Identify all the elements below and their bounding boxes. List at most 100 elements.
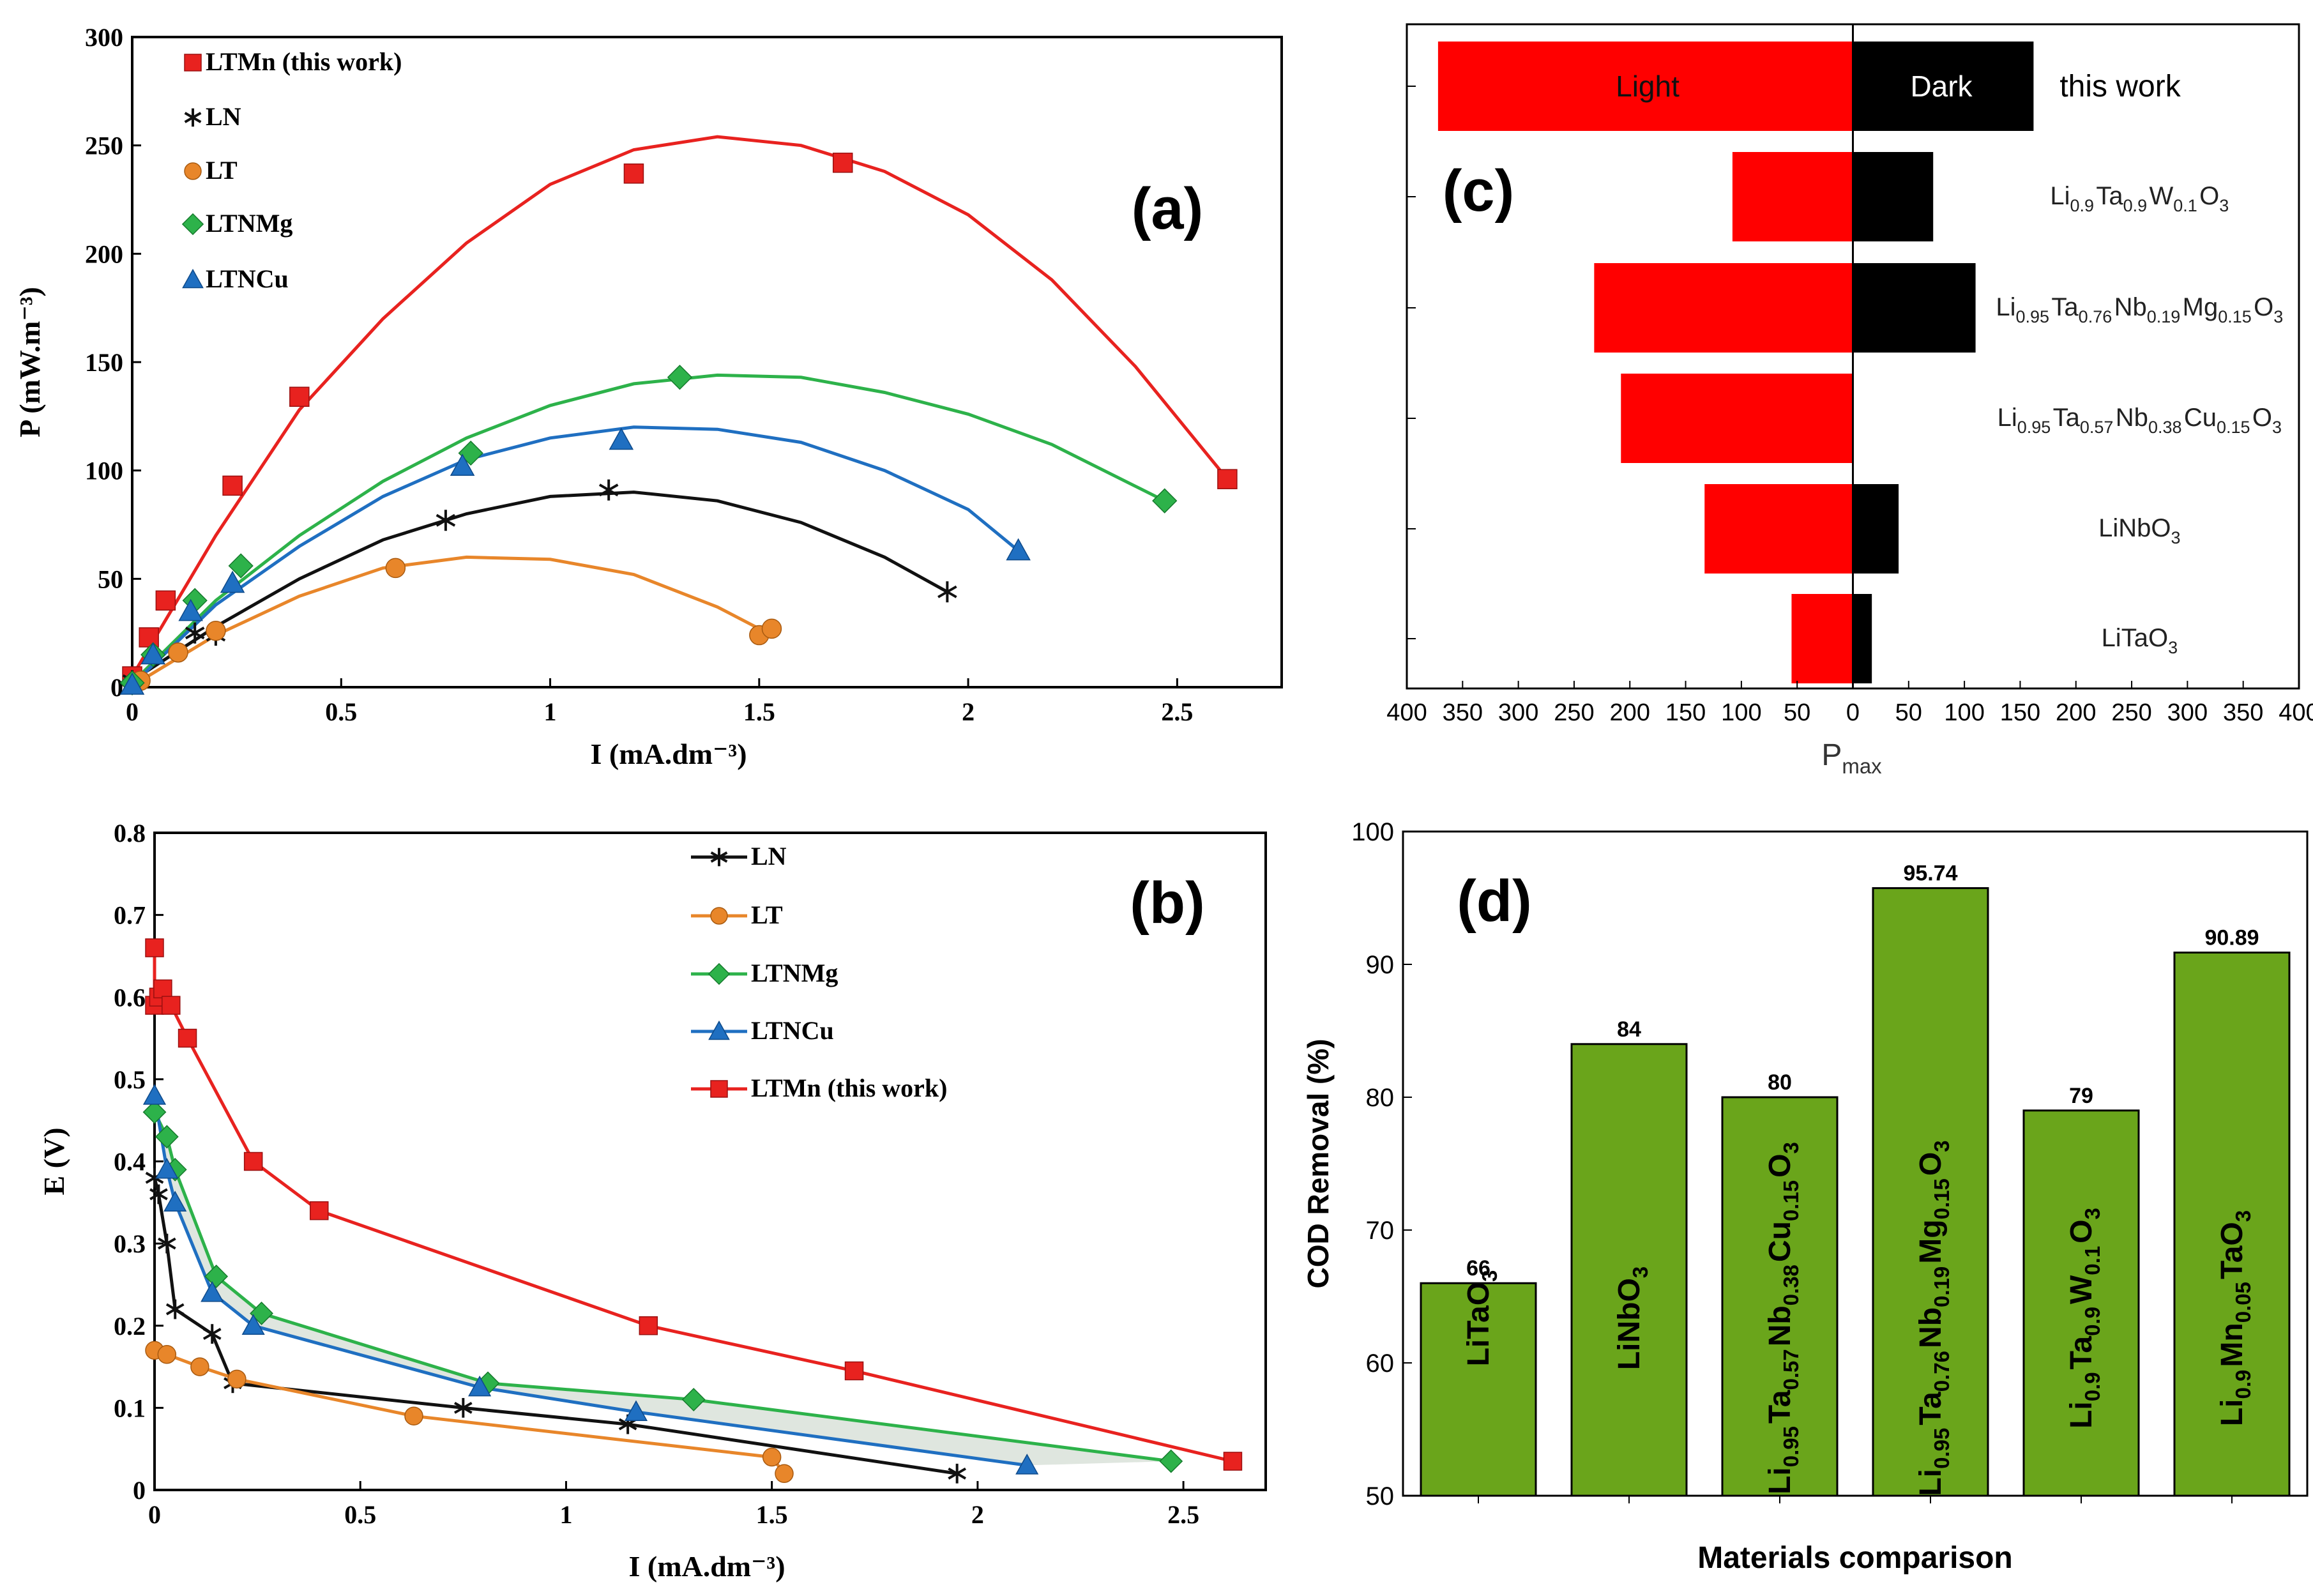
panel-a-power-curve: 0 0.5 1 1.5 2 2.5 0 50 100 150 200 250 300 I (mA.dm⁻³… [13, 23, 1283, 770]
category-label: LiTaO3 [2102, 624, 2180, 657]
x-tick-label: 50 [1784, 699, 1810, 726]
x-tick-label: 200 [2056, 699, 2096, 726]
x-tick-label: 1.5 [756, 1500, 788, 1529]
legend-label: LN [751, 842, 787, 870]
light-bar [1791, 594, 1853, 683]
bar-value-label: 90.89 [2204, 925, 2259, 950]
data-point [289, 386, 310, 407]
y-tick-label: 70 [1366, 1217, 1395, 1245]
x-tick-label: 150 [2000, 699, 2040, 726]
data-point [1223, 1452, 1243, 1471]
data-point [201, 1281, 224, 1302]
fit-curve [139, 555, 769, 682]
legend-label: LTNCu [206, 264, 289, 293]
data-point [762, 1447, 782, 1467]
bar-category-label: Li0.95 Ta0.76 Nb0.19 Mg0.15 O3 [1914, 1137, 1953, 1496]
y-tick-label: 60 [1366, 1349, 1395, 1378]
cod-bar [1721, 1096, 1839, 1497]
bar-category-label: Li0.95 Ta0.57 Nb0.38 Cu0.15 O3 [1763, 1139, 1803, 1494]
data-point [163, 1190, 187, 1212]
data-point [436, 510, 456, 531]
dark-bar [1853, 484, 1899, 574]
data-point [222, 475, 243, 496]
data-point [948, 1463, 967, 1484]
legend-label: LTMn (this work) [751, 1074, 947, 1102]
legend-marker [710, 847, 728, 867]
legend-marker [708, 962, 731, 985]
star-stroke [202, 1328, 222, 1341]
star-stroke [185, 627, 205, 640]
data-point [1217, 469, 1238, 489]
x-tick-label: 2.5 [1161, 697, 1193, 726]
data-point [450, 453, 475, 476]
legend-label: LT [751, 901, 783, 929]
data-point [145, 938, 164, 957]
legend-marker [182, 268, 204, 289]
bar-category-label: LiTaO3 [1462, 1268, 1501, 1367]
fit-curve [131, 373, 1165, 684]
dark-bar [1853, 263, 1976, 353]
star-stroke [937, 585, 957, 598]
y-tick-label: 50 [98, 565, 123, 593]
data-point [681, 1388, 706, 1411]
y-tick-label: 0.3 [114, 1229, 146, 1258]
data-point [228, 553, 254, 579]
x-tick-label: 300 [1498, 699, 1538, 726]
data-point [1006, 538, 1031, 561]
data-point [453, 1397, 473, 1418]
bar-category-label: LiNbO3 [1612, 1264, 1652, 1370]
star-stroke [710, 851, 728, 863]
x-tick-label: 0 [148, 1500, 161, 1529]
light-bar [1594, 263, 1853, 353]
x-axis-title: Pmax [1821, 738, 1884, 778]
data-point [142, 1100, 167, 1124]
data-point [609, 427, 634, 450]
x-tick-label: 1 [544, 697, 557, 726]
panel-b-polarization-curve: 0 0.5 1 1.5 2 2.5 0 0.1 0.2 0.3 0.4 0.5 0.6 0.7 0.8 I (… [38, 819, 1267, 1583]
x-tick-label: 400 [2279, 699, 2313, 726]
y-axis-title: E (V) [38, 1127, 70, 1195]
light-bar [1704, 484, 1853, 574]
x-tick-label: 0 [1846, 699, 1860, 726]
y-tick-label: 100 [1351, 818, 1394, 846]
x-tick-label: 2 [971, 1500, 984, 1529]
star-stroke [453, 1401, 473, 1414]
data-point [165, 1299, 185, 1319]
legend-marker [184, 108, 202, 127]
panel-label-c: (c) [1443, 158, 1514, 224]
x-tick-label: 350 [2223, 699, 2263, 726]
star-stroke [948, 1467, 967, 1480]
series-line [153, 1095, 1028, 1467]
panel-label-a: (a) [1132, 176, 1203, 241]
legend-marker [184, 54, 202, 72]
x-tick-label: 2 [962, 697, 974, 726]
y-tick-label: 200 [85, 239, 123, 268]
data-point [832, 153, 853, 173]
panel-label-d: (d) [1457, 869, 1531, 934]
x-tick-label: 0.5 [325, 697, 357, 726]
data-point [178, 1028, 197, 1048]
fit-curve [131, 425, 1020, 687]
data-point [140, 642, 166, 665]
x-tick-label: 50 [1895, 699, 1922, 726]
light-bar [1437, 42, 1853, 131]
x-axis-title: Materials comparison [1697, 1541, 2013, 1575]
x-axis-title: I (mA.dm⁻³) [628, 1550, 785, 1583]
y-tick-label: 0.4 [114, 1148, 146, 1176]
y-tick-label: 0.6 [114, 983, 146, 1012]
category-label: Li0.95 Ta0.76 Nb0.19 Mg0.15 O3 [1996, 293, 2285, 326]
legend-marker [710, 907, 728, 925]
data-point [204, 1265, 229, 1288]
data-point [385, 558, 406, 579]
star-stroke [157, 1237, 176, 1250]
bar-category-label: Li0.9 Mn0.05 TaO3 [2215, 1208, 2255, 1426]
light-bar [1621, 374, 1853, 463]
legend-label: LTMn (this work) [206, 47, 402, 76]
data-point [119, 673, 145, 695]
data-point [598, 479, 619, 501]
x-tick-label: 100 [1944, 699, 1984, 726]
data-point [241, 1314, 265, 1335]
legend-label: LTNMg [751, 959, 838, 987]
data-point [639, 1316, 658, 1335]
